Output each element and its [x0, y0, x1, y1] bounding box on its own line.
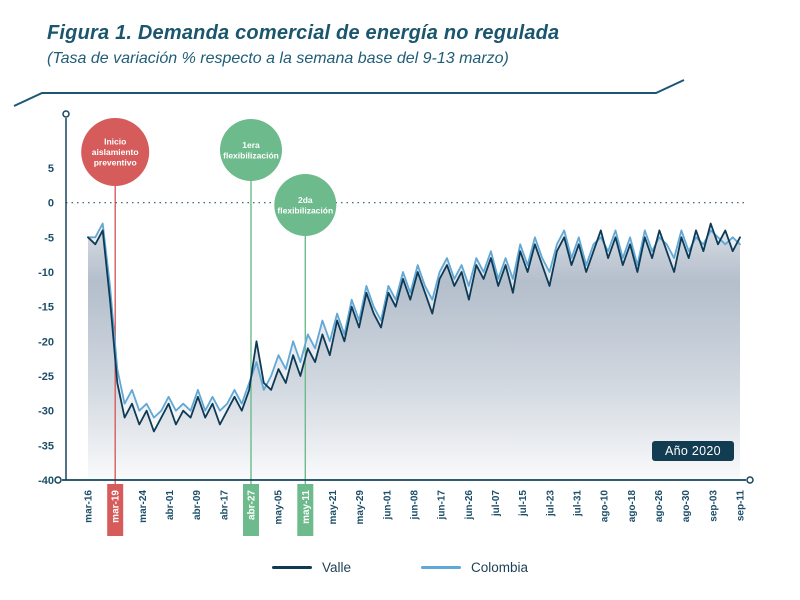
y-tick-label: -25 — [38, 371, 54, 383]
x-tick-label: ago-30 — [681, 490, 692, 523]
x-tick-label: may-05 — [274, 490, 285, 525]
x-tick-label: mar-19 — [111, 490, 122, 523]
chart-title: Figura 1. Demanda comercial de energía n… — [47, 22, 560, 44]
x-axis-left-marker — [54, 476, 62, 484]
y-tick-label: -35 — [38, 440, 54, 452]
x-tick-label: abr-27 — [247, 490, 258, 520]
valle-line-swatch — [271, 566, 312, 569]
y-tick-label: -15 — [38, 302, 54, 314]
x-tick-label: may-11 — [301, 490, 312, 524]
annotation-text: aislamiento — [92, 147, 139, 157]
x-tick-label: may-21 — [328, 490, 339, 525]
y-tick-label: 5 — [48, 163, 54, 175]
annotation-text: 1era — [242, 140, 260, 150]
x-tick-label: abr-09 — [192, 490, 203, 520]
header-rule — [13, 79, 685, 107]
x-tick-highlight — [243, 484, 259, 536]
x-axis-right-marker — [746, 476, 754, 484]
legend-label-valle: Valle — [321, 560, 351, 575]
y-tick-label: -5 — [44, 232, 54, 244]
x-tick-label: jul-15 — [518, 490, 529, 518]
series-line-colombia — [87, 222, 741, 419]
x-tick-label: jul-31 — [573, 490, 584, 518]
y-tick-label: -10 — [38, 267, 54, 279]
area-valle — [88, 223, 740, 480]
annotation-bubble-segunda-flexibilizacion — [274, 174, 337, 236]
legend-item-valle: Valle — [271, 560, 351, 575]
legend-item-colombia: Colombia — [421, 560, 528, 575]
annotation-bubble-inicio-aislamiento — [81, 118, 150, 186]
x-tick-label: jul-07 — [491, 490, 502, 518]
x-tick-label: jul-23 — [545, 490, 556, 518]
annotation-bubble-primera-flexibilizacion — [220, 119, 282, 181]
colombia-line-swatch — [421, 566, 461, 569]
x-tick-label: mar-24 — [138, 490, 149, 523]
x-tick-highlight — [297, 484, 314, 536]
x-tick-label: ago-18 — [627, 490, 638, 523]
x-tick-label: abr-17 — [219, 490, 230, 520]
annotation-text: Inicio — [104, 137, 126, 147]
series-line-valle — [87, 222, 741, 433]
x-tick-label: abr-01 — [165, 490, 176, 520]
x-tick-label: mar-16 — [84, 490, 95, 523]
x-tick-label: sep-03 — [708, 490, 719, 522]
annotation-text: 2da — [298, 195, 313, 205]
annotation-text: preventivo — [94, 158, 137, 168]
x-tick-label: jun-08 — [410, 490, 421, 521]
y-axis-end-marker — [62, 110, 70, 118]
x-tick-label: jun-01 — [382, 490, 393, 521]
y-tick-label: -30 — [38, 406, 54, 418]
x-tick-label: ago-26 — [654, 490, 665, 523]
x-tick-label: sep-11 — [736, 490, 747, 522]
x-tick-label: ago-10 — [600, 490, 611, 523]
annotation-text: flexibilización — [277, 205, 333, 215]
x-tick-label: jun-17 — [437, 490, 448, 521]
x-tick-label: jun-26 — [464, 490, 475, 521]
year-badge: Año 2020 — [652, 441, 734, 461]
y-tick-label: -20 — [38, 336, 54, 348]
y-tick-label: 0 — [48, 198, 54, 210]
legend-label-colombia: Colombia — [471, 560, 529, 575]
legend: Valle Colombia — [0, 560, 800, 575]
x-tick-label: may-29 — [355, 490, 366, 525]
chart-subtitle: (Tasa de variación % respecto a la seman… — [47, 50, 509, 67]
y-tick-label: -40 — [38, 475, 54, 487]
x-tick-highlight — [107, 484, 124, 536]
annotation-text: flexibilización — [223, 150, 279, 160]
